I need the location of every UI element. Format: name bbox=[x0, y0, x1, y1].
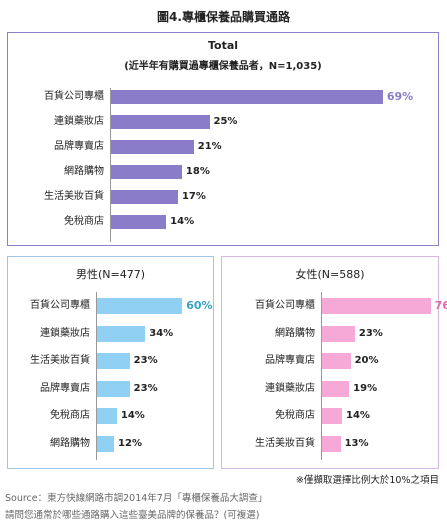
female-category-label: 連鎖藥妝店 bbox=[265, 382, 315, 394]
total-value-label: 21% bbox=[197, 141, 222, 152]
total-chart-subtitle: (近半年有購買過專櫃保養品者，N=1,035) bbox=[124, 61, 322, 72]
total-category-label: 生活美妝百貨 bbox=[44, 191, 104, 202]
male-category-label: 網路購物 bbox=[50, 437, 90, 449]
source-text: Source：東方快線網路市調2014年7月「專櫃保養品大調查」 bbox=[5, 493, 268, 504]
total-bar bbox=[111, 165, 182, 179]
total-category-label: 連鎖藥妝店 bbox=[54, 116, 104, 127]
total-bar bbox=[111, 115, 210, 129]
total-chart-axis bbox=[110, 88, 111, 242]
total-category-label: 百貨公司專櫃 bbox=[44, 91, 104, 102]
female-category-label: 網路購物 bbox=[275, 327, 315, 339]
total-category-label: 免稅商店 bbox=[64, 216, 104, 227]
male-value-label: 14% bbox=[120, 410, 145, 421]
male-category-label: 生活美妝百貨 bbox=[30, 355, 90, 366]
male-bar bbox=[97, 353, 130, 369]
total-category-label: 網路購物 bbox=[64, 166, 104, 177]
female-chart-panel: 女性(N=588) 百貨公司專櫃 76% 網路購物 23% 品牌專賣店 20% 連鎖藥妝店 1… bbox=[221, 256, 447, 469]
male-bar bbox=[97, 435, 115, 452]
total-bar bbox=[111, 190, 178, 204]
male-bar bbox=[97, 325, 146, 342]
female-value-label: 14% bbox=[346, 410, 370, 421]
question-text: 請問您通常於哪些通路購入這些臺美品牌的保養品？(可複選) bbox=[5, 510, 260, 521]
female-bar bbox=[322, 380, 350, 397]
footnote: ※僅擷取選擇比例大於10%之項目 bbox=[295, 475, 439, 486]
female-chart-axis bbox=[321, 292, 322, 460]
male-category-label: 百貨公司專櫃 bbox=[30, 300, 90, 311]
male-category-label: 免稅商店 bbox=[50, 410, 90, 421]
female-value-label: 23% bbox=[358, 327, 383, 339]
total-category-label: 品牌專賣店 bbox=[54, 141, 104, 152]
male-chart-panel: 男性(N=477) 百貨公司專櫃 60% 連鎖藥妝店 34% 生活美妝百貨 23% 品牌專賣… bbox=[7, 256, 214, 469]
figure-title: 圖4.專櫃保養品購買通路 bbox=[157, 10, 290, 24]
female-bar bbox=[322, 298, 431, 314]
female-value-label: 13% bbox=[344, 437, 369, 449]
total-value-label: 25% bbox=[213, 116, 238, 127]
female-bar bbox=[322, 435, 341, 452]
female-bar bbox=[322, 353, 351, 369]
total-value-label: 69% bbox=[386, 90, 414, 103]
male-chart-axis bbox=[96, 292, 97, 460]
female-category-label: 品牌專賣店 bbox=[265, 355, 315, 366]
total-value-label: 17% bbox=[181, 191, 206, 202]
total-value-label: 18% bbox=[185, 166, 210, 177]
female-category-label: 生活美妝百貨 bbox=[255, 437, 315, 449]
male-bar bbox=[97, 380, 130, 397]
female-value-label: 20% bbox=[354, 355, 379, 366]
male-value-label: 12% bbox=[118, 437, 142, 449]
total-bar bbox=[111, 140, 194, 154]
total-chart-title: Total bbox=[207, 39, 239, 52]
female-chart-title: 女性(N=588) bbox=[295, 268, 365, 281]
male-value-label: 23% bbox=[133, 382, 158, 394]
male-value-label: 34% bbox=[149, 327, 174, 339]
total-bar bbox=[111, 90, 383, 104]
male-category-label: 連鎖藥妝店 bbox=[40, 327, 90, 339]
female-bar bbox=[322, 408, 343, 424]
female-value-label: 19% bbox=[353, 382, 378, 394]
male-chart-title: 男性(N=477) bbox=[75, 268, 146, 281]
female-value-label: 76% bbox=[434, 299, 447, 312]
female-bar bbox=[322, 325, 355, 342]
total-bar bbox=[111, 215, 167, 229]
total-chart-panel: Total (近半年有購買過專櫃保養品者，N=1,035) 百貨公司專櫃 69% 連… bbox=[7, 32, 439, 246]
male-bar bbox=[97, 408, 117, 424]
male-category-label: 品牌專賣店 bbox=[40, 382, 90, 394]
male-value-label: 60% bbox=[186, 299, 213, 312]
female-category-label: 百貨公司專櫃 bbox=[255, 300, 315, 311]
male-bar bbox=[97, 298, 183, 314]
male-value-label: 23% bbox=[133, 355, 158, 366]
total-value-label: 14% bbox=[170, 216, 195, 227]
female-category-label: 免稅商店 bbox=[275, 410, 315, 421]
